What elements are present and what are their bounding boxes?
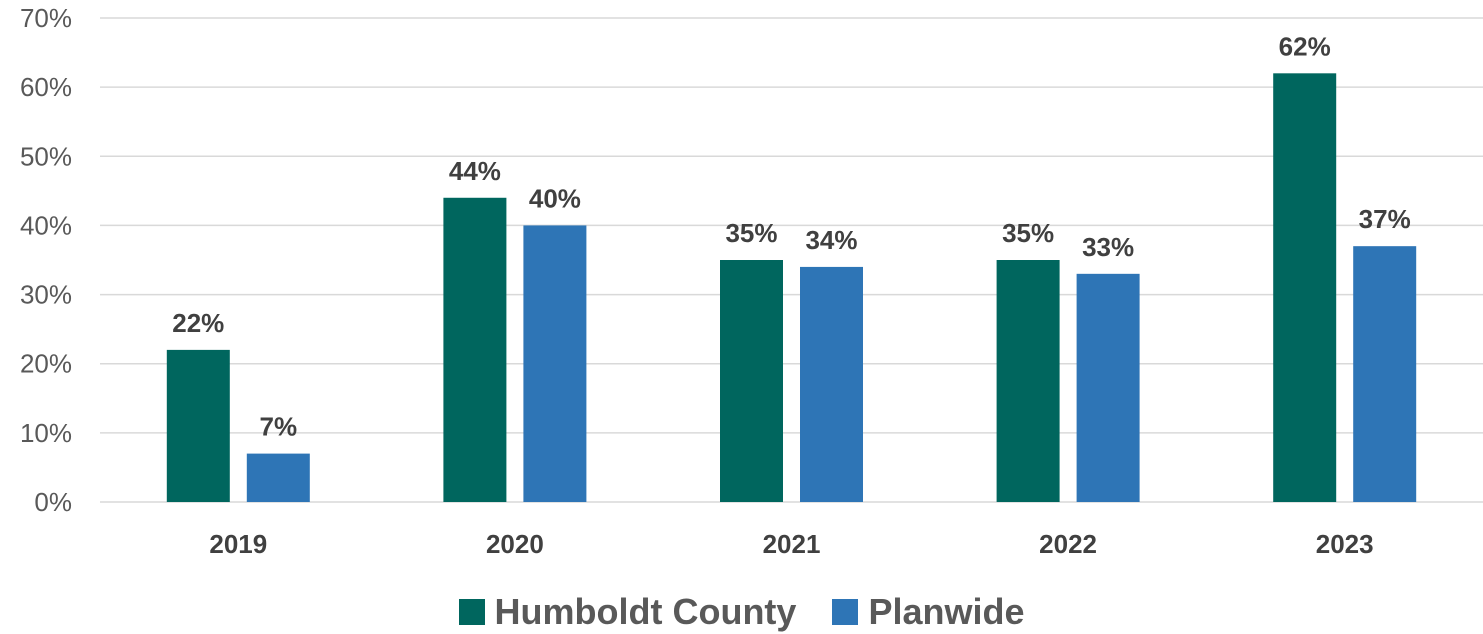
data-label: 37% — [1359, 204, 1411, 234]
y-tick-label: 0% — [34, 487, 72, 517]
data-label: 40% — [529, 183, 581, 213]
legend-item-humboldt-county: Humboldt County — [458, 591, 797, 633]
x-category-label: 2019 — [209, 529, 267, 559]
data-label: 62% — [1279, 31, 1331, 61]
bar-humboldt-county-2019 — [166, 349, 230, 502]
x-axis-categories: 2019 2020 2021 2022 2023 — [209, 529, 1373, 559]
bar-humboldt-county-2023 — [1273, 73, 1337, 503]
x-category-label: 2023 — [1316, 529, 1374, 559]
data-labels: 22% 7% 44% 40% 35% 34% 35% 33% 62% 37% — [172, 31, 1410, 441]
x-category-label: 2020 — [486, 529, 544, 559]
legend-swatch — [458, 599, 485, 625]
bar-planwide-2022 — [1076, 273, 1140, 502]
data-label: 35% — [725, 218, 777, 248]
data-label: 35% — [1002, 218, 1054, 248]
data-label: 7% — [260, 412, 298, 442]
x-category-label: 2022 — [1039, 529, 1097, 559]
data-label: 34% — [805, 225, 857, 255]
y-tick-label: 20% — [20, 349, 72, 379]
gridlines — [100, 17, 1483, 503]
y-tick-label: 30% — [20, 280, 72, 310]
bar-humboldt-county-2020 — [443, 197, 507, 502]
bar-planwide-2019 — [246, 453, 310, 502]
legend-item-planwide: Planwide — [832, 591, 1025, 633]
legend: Humboldt County Planwide — [0, 590, 1483, 634]
bars — [166, 73, 1417, 503]
data-label: 22% — [172, 308, 224, 338]
bar-planwide-2020 — [523, 225, 587, 502]
bar-chart: 0% 10% 20% 30% 40% 50% 60% 70% 22% 7% 44% 40% 35% 34… — [20, 3, 1483, 559]
bar-planwide-2023 — [1353, 246, 1417, 502]
bar-humboldt-county-2021 — [720, 260, 783, 502]
data-label: 33% — [1082, 232, 1134, 262]
y-tick-label: 70% — [20, 3, 72, 33]
bar-planwide-2021 — [800, 266, 863, 502]
y-tick-label: 10% — [20, 418, 72, 448]
data-label: 44% — [449, 156, 501, 186]
x-category-label: 2021 — [763, 529, 821, 559]
bar-humboldt-county-2022 — [996, 260, 1060, 502]
legend-swatch — [832, 599, 859, 625]
y-tick-label: 50% — [20, 141, 72, 171]
legend-label: Humboldt County — [494, 591, 797, 632]
y-tick-label: 40% — [20, 210, 72, 240]
y-tick-label: 60% — [20, 72, 72, 102]
legend-label: Planwide — [868, 591, 1025, 632]
y-axis-ticks: 0% 10% 20% 30% 40% 50% 60% 70% — [20, 3, 72, 517]
